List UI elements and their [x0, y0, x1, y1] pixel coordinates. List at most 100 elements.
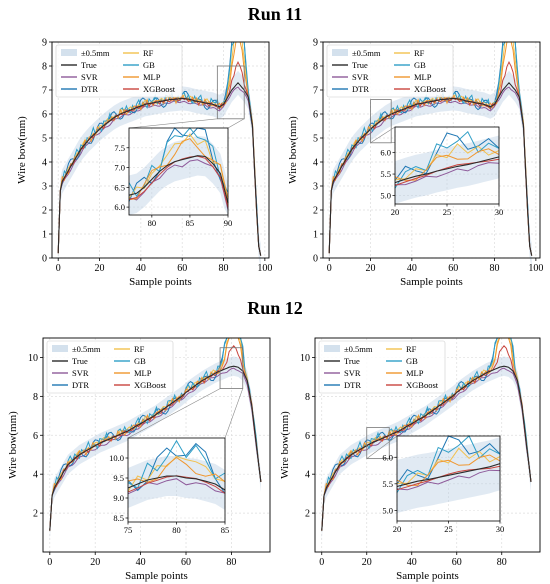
y-tick-label: 5 — [42, 134, 47, 145]
inset-x-tick-label: 80 — [172, 525, 181, 535]
inset-y-tick-label: 9.5 — [113, 473, 124, 483]
legend-label: SVR — [81, 72, 98, 82]
inset-series-line-mlp — [394, 148, 500, 181]
legend-label: SVR — [72, 368, 89, 378]
y-tick-label: 2 — [33, 509, 38, 520]
inset-x-tick-label: 75 — [124, 525, 133, 535]
legend-box — [318, 340, 446, 394]
y-tick-label: 3 — [313, 182, 318, 193]
x-tick-label: 0 — [319, 557, 324, 568]
inset-series-line-true — [394, 156, 500, 184]
x-tick-label: 20 — [366, 263, 376, 274]
y-tick-label: 6 — [33, 431, 38, 442]
x-axis-label: Sample points — [396, 570, 459, 582]
inset-series-line-svr — [396, 469, 501, 491]
legend-label: RF — [143, 48, 154, 58]
inset-x-tick-label: 85 — [186, 218, 195, 228]
inset-series-line-mlp — [396, 454, 501, 486]
x-axis-label: Sample points — [129, 276, 192, 288]
y-tick-label: 2 — [42, 206, 47, 217]
zoom-region-box — [216, 65, 245, 120]
x-tick-label: 40 — [407, 557, 417, 568]
x-axis-label: Sample points — [400, 276, 463, 288]
zoom-inset: 20 25 30 5.0 5.5 6.0 — [380, 126, 503, 217]
legend-label: GB — [143, 60, 155, 70]
legend-label: RF — [414, 48, 425, 58]
y-tick-label: 8 — [313, 62, 318, 73]
legend-label: GB — [134, 356, 146, 366]
inset-y-tick-label: 7.5 — [114, 143, 125, 153]
inset-y-tick-label: 6.5 — [114, 182, 125, 192]
inset-x-tick-label: 30 — [496, 524, 505, 534]
legend-label: XGBoost — [406, 380, 439, 390]
y-tick-label: 10 — [300, 353, 310, 364]
run-12-title: Run 12 — [247, 298, 303, 318]
inset-x-tick-label: 25 — [444, 524, 453, 534]
series-line-gb — [328, 41, 533, 256]
x-tick-label: 40 — [136, 263, 146, 274]
run-11-title: Run 11 — [247, 4, 303, 24]
y-tick-label: 3 — [42, 182, 47, 193]
zoom-connector — [127, 388, 221, 439]
legend-swatch-band — [52, 345, 68, 352]
inset-y-tick-label: 6.0 — [114, 202, 125, 212]
y-tick-label: 9 — [313, 38, 318, 49]
inset-x-tick-label: 20 — [391, 207, 400, 217]
zoom-connector — [366, 435, 398, 459]
plot-frame — [51, 41, 270, 259]
series-line-gb — [49, 337, 262, 531]
x-tick-label: 20 — [362, 557, 372, 568]
x-tick-label: 60 — [452, 557, 462, 568]
inset-y-tick-label: 9.0 — [113, 493, 124, 503]
legend-label: DTR — [81, 84, 98, 94]
plot-frame — [42, 337, 271, 553]
inset-y-tick-label: 10.0 — [109, 453, 124, 463]
y-tick-label: 1 — [42, 230, 47, 241]
legend-label: RF — [134, 344, 145, 354]
inset-y-tick-label: 8.5 — [113, 513, 124, 523]
x-tick-label: 60 — [448, 263, 458, 274]
zoom-connector — [128, 118, 218, 129]
legend-label: True — [352, 60, 368, 70]
x-tick-label: 100 — [528, 263, 543, 274]
x-tick-label: 40 — [407, 263, 417, 274]
legend-label: ±0.5mm — [344, 344, 373, 354]
legend: ±0.5mm True SVR DTR RF GB MLP XGBoost — [46, 340, 174, 394]
y-tick-label: 1 — [313, 230, 318, 241]
inset-y-tick-label: 5.0 — [382, 505, 393, 515]
y-tick-label: 0 — [42, 254, 47, 265]
y-axis-label: Wire bow(mm) — [287, 116, 299, 184]
series-line-true — [49, 365, 262, 531]
x-tick-label: 20 — [90, 557, 100, 568]
inset-series-line-svr — [394, 162, 500, 186]
inset-series-line-dtr — [128, 127, 229, 202]
inset-tolerance-band — [129, 135, 228, 215]
zoom-inset: 80 85 90 6.0 6.5 7.0 7.5 — [114, 127, 232, 228]
inset-series-line-true — [127, 475, 226, 491]
series-line-gb — [57, 41, 262, 256]
y-tick-label: 8 — [42, 62, 47, 73]
x-tick-label: 0 — [327, 263, 332, 274]
inset-series-line-true — [128, 155, 229, 204]
inset-x-tick-label: 20 — [393, 524, 402, 534]
legend-label: MLP — [414, 72, 432, 82]
legend-label: SVR — [352, 72, 369, 82]
legend-label: MLP — [143, 72, 161, 82]
inset-y-tick-label: 5.0 — [380, 190, 391, 200]
inset-series-line-true — [396, 463, 501, 488]
x-tick-label: 60 — [177, 263, 187, 274]
y-axis-label: Wire bow(mm) — [7, 411, 19, 479]
x-tick-label: 80 — [226, 557, 236, 568]
zoom-region-box — [366, 427, 390, 460]
legend: ±0.5mm True SVR DTR RF GB MLP XGBoost — [55, 44, 183, 98]
series-line-true — [328, 81, 533, 256]
x-tick-label: 80 — [497, 557, 507, 568]
y-tick-label: 7 — [42, 86, 47, 97]
y-tick-label: 2 — [305, 509, 310, 520]
chart-panel-4: 0 20 40 60 80 2 4 6 8 10 Sample points Wire bow(mm)… — [279, 337, 541, 582]
legend-label: ±0.5mm — [72, 344, 101, 354]
y-tick-label: 8 — [305, 392, 310, 403]
x-tick-label: 0 — [47, 557, 52, 568]
legend: ±0.5mm True SVR DTR RF GB MLP XGBoost — [318, 340, 446, 394]
